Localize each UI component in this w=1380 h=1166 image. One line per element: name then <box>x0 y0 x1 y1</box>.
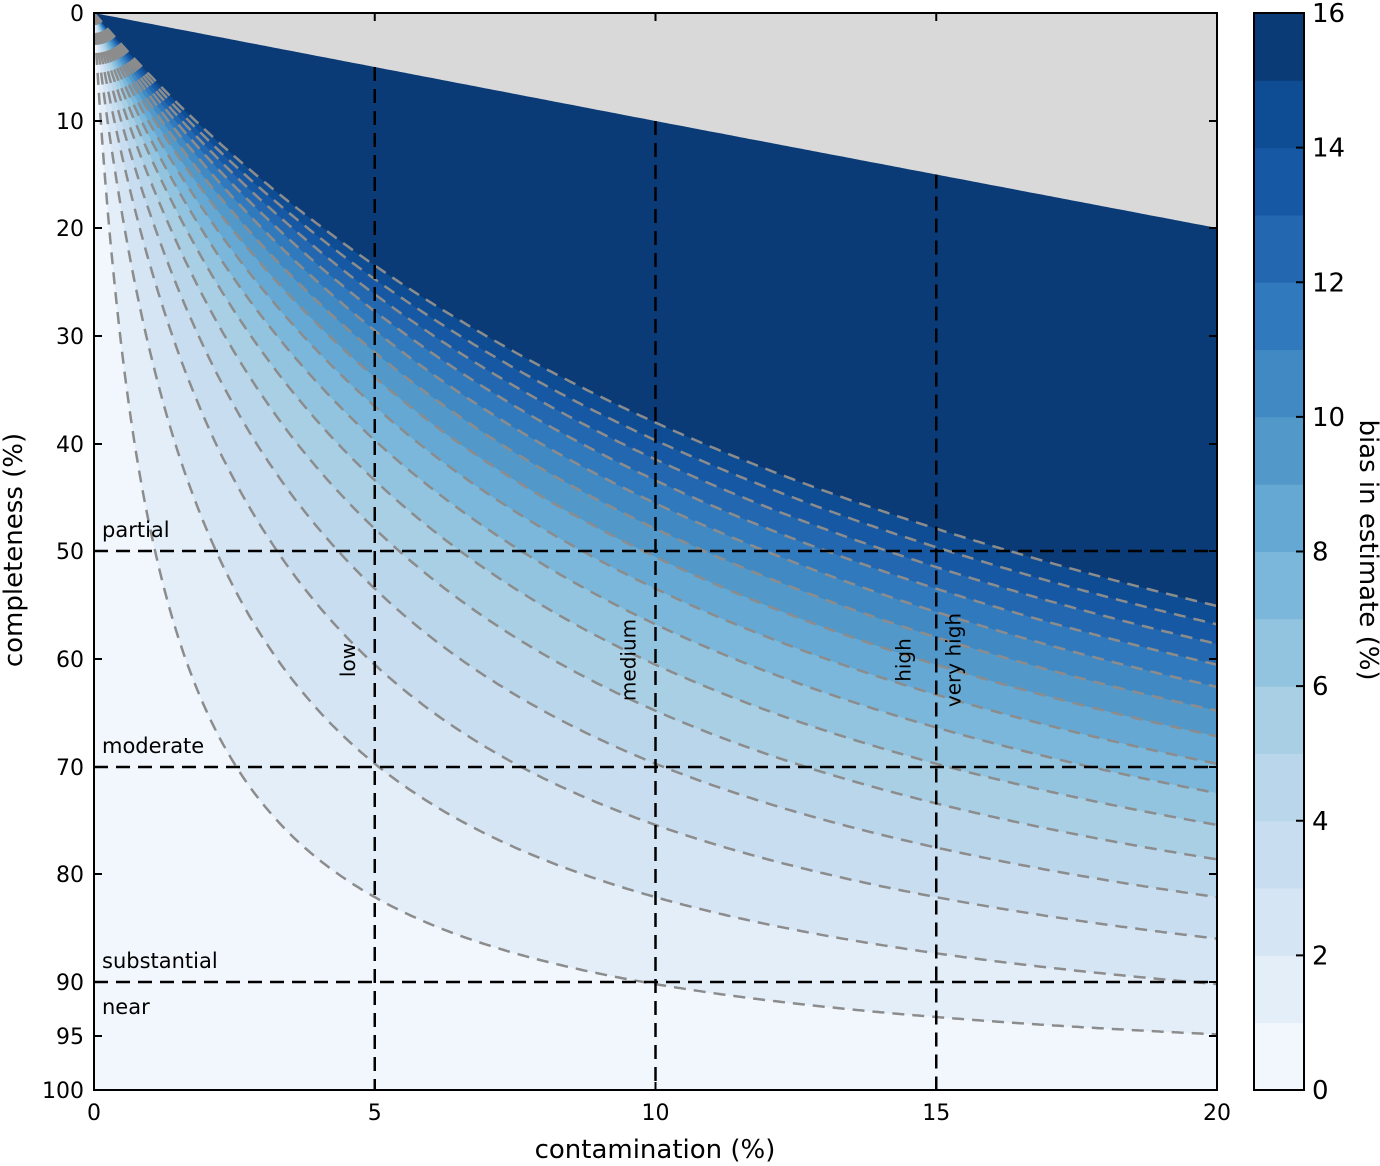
colorbar-label: bias in estimate (%) <box>1353 419 1380 680</box>
missing-region <box>94 13 1217 228</box>
y-tick-label: 100 <box>42 1079 84 1104</box>
vertical-guide-label: very high <box>941 613 965 707</box>
contour-line-7 <box>94 13 1217 795</box>
contour-line-12 <box>94 13 1217 666</box>
colorbar-swatch-12 <box>1254 214 1304 283</box>
colorbar-swatch-10 <box>1254 349 1304 418</box>
horizontal-guide-label: near <box>102 995 150 1019</box>
colorbar-swatch-14 <box>1254 80 1304 149</box>
contour-line-11 <box>94 13 1217 689</box>
y-tick-label: 40 <box>56 433 84 458</box>
contour-line-15 <box>94 13 1217 608</box>
colorbar-tick-label: 8 <box>1312 538 1329 568</box>
colorbar-tick-label: 6 <box>1312 672 1329 702</box>
horizontal-guide-label: partial <box>102 518 170 542</box>
y-axis: 0 10 20 30 40 50 60 70 80 90 95 100 <box>42 2 1217 1104</box>
horizontal-guide-label: substantial <box>102 949 218 973</box>
y-tick-label: 10 <box>56 110 84 135</box>
colorbar-tick-label: 0 <box>1312 1076 1329 1106</box>
y-tick-label: 60 <box>56 648 84 673</box>
colorbar-tick-label: 4 <box>1312 807 1329 837</box>
colorbar-tick-label: 16 <box>1312 0 1345 29</box>
colorbar-tick-label: 12 <box>1312 268 1345 298</box>
y-tick-label: 70 <box>56 756 84 781</box>
colorbar-swatch-8 <box>1254 484 1304 552</box>
y-tick-label: 95 <box>56 1025 84 1050</box>
vertical-guide-label: high <box>891 638 915 682</box>
vertical-guide-label: medium <box>617 619 641 701</box>
y-tick-label: 80 <box>56 863 84 888</box>
x-tick-label: 15 <box>922 1101 950 1126</box>
x-tick-label: 10 <box>642 1101 670 1126</box>
x-tick-label: 20 <box>1203 1101 1231 1126</box>
colorbar-swatch-1 <box>1254 955 1304 1024</box>
colorbar-swatch-13 <box>1254 147 1304 216</box>
colorbar-tick-label: 14 <box>1312 134 1345 164</box>
colorbar-tick-label: 2 <box>1312 941 1329 971</box>
y-tick-label: 0 <box>70 2 84 27</box>
vertical-guide-label: low <box>336 643 360 677</box>
colorbar-swatch-15 <box>1254 13 1304 81</box>
colorbar-swatch-9 <box>1254 416 1304 485</box>
x-tick-label: 0 <box>87 1101 101 1126</box>
y-tick-label: 20 <box>56 217 84 242</box>
contour-line-3 <box>94 13 1217 940</box>
colorbar-swatch-7 <box>1254 551 1304 620</box>
contour-line-6 <box>94 13 1217 827</box>
x-axis-label: contamination (%) <box>535 1135 776 1165</box>
colorbar-tick-label: 10 <box>1312 403 1345 433</box>
colorbar-swatch-11 <box>1254 282 1304 351</box>
contour-line-14 <box>94 13 1217 626</box>
colorbar-swatch-2 <box>1254 888 1304 956</box>
contour-line-5 <box>94 13 1217 861</box>
colorbar-swatch-3 <box>1254 820 1304 889</box>
x-axis: 0 5 10 15 20 <box>87 13 1231 1126</box>
contour-line-2 <box>94 13 1217 986</box>
y-tick-label: 50 <box>56 540 84 565</box>
horizontal-guide-label: moderate <box>102 734 204 758</box>
colorbar: 0 2 4 6 8 10 12 14 16 <box>1253 0 1345 1106</box>
colorbar-swatch-5 <box>1254 686 1304 754</box>
colorbar-swatch-6 <box>1254 618 1304 687</box>
y-tick-label: 90 <box>56 971 84 996</box>
guide-lines: low medium high very high partial moderate sub… <box>94 67 1217 1090</box>
y-axis-label: completeness (%) <box>0 433 29 667</box>
x-tick-label: 5 <box>368 1101 382 1126</box>
y-tick-label: 30 <box>56 325 84 350</box>
colorbar-swatch-4 <box>1254 753 1304 822</box>
colorbar-swatch-0 <box>1254 1022 1304 1091</box>
